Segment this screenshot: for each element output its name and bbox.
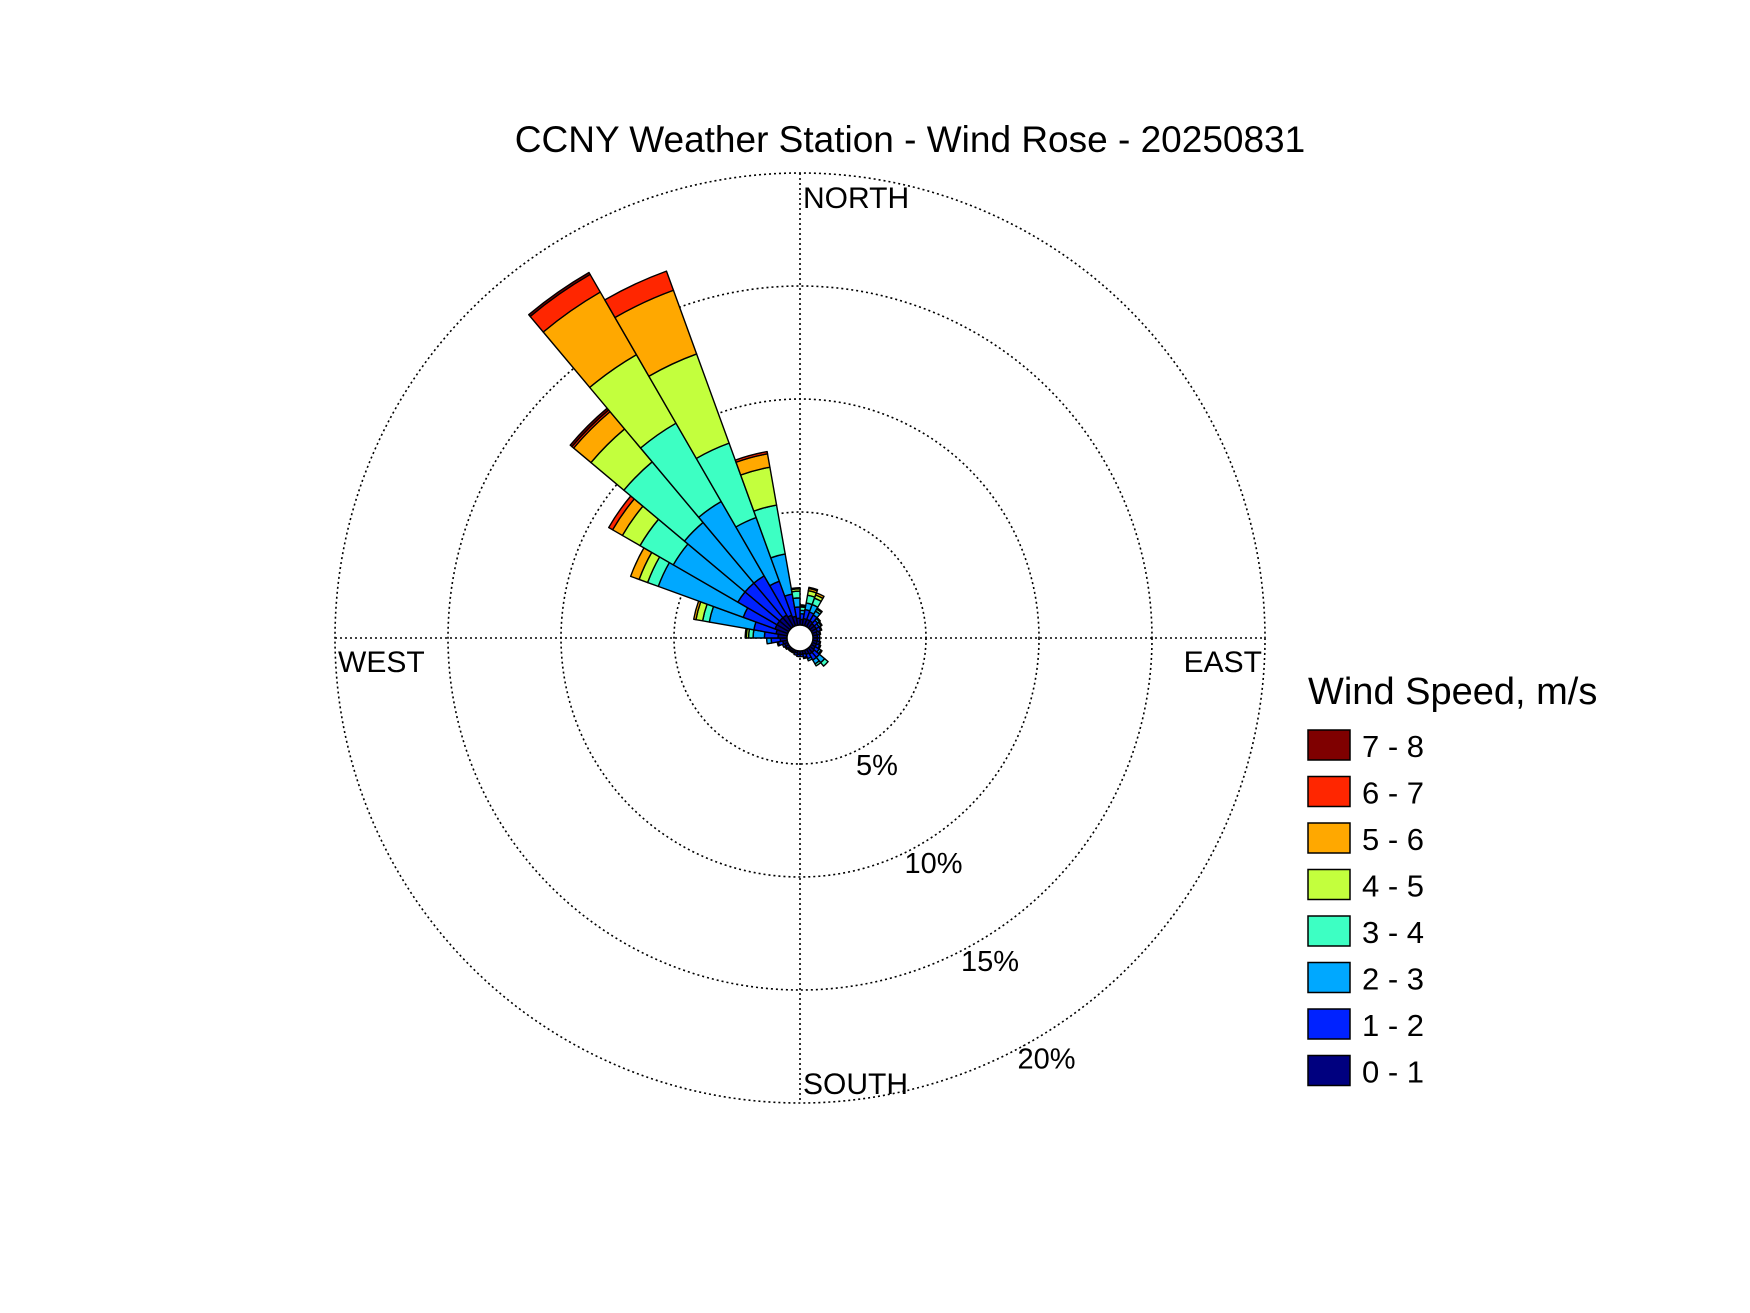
legend-label-2: 2 - 3 xyxy=(1362,962,1424,997)
radial-tick-label: 10% xyxy=(904,848,962,880)
wedge-dir-155-bin-2 xyxy=(806,656,813,662)
radial-tick-label: 20% xyxy=(1017,1044,1075,1076)
wedge-dir-135-bin-3 xyxy=(820,658,829,667)
wedge-dir-345-bin-6 xyxy=(734,450,769,463)
legend-swatch-3 xyxy=(1307,915,1351,947)
north-label: NORTH xyxy=(803,182,909,215)
wedge-dir-55-bin-3 xyxy=(817,620,823,627)
wedge-dir-355-bin-5 xyxy=(790,587,801,591)
legend-swatch-1 xyxy=(1307,1008,1351,1040)
wedge-dir-35-bin-4 xyxy=(815,607,823,614)
legend-label-5: 5 - 6 xyxy=(1362,822,1424,857)
chart-title: CCNY Weather Station - Wind Rose - 20250… xyxy=(515,119,1305,160)
wedge-dir-75-bin-2 xyxy=(817,630,822,636)
legend-label-1: 1 - 2 xyxy=(1362,1008,1424,1043)
wedge-dir-45-bin-3 xyxy=(815,616,822,623)
legend-swatch-0 xyxy=(1307,1054,1351,1087)
wedge-dir-265-bin-1 xyxy=(770,637,782,644)
legend-swatch-7 xyxy=(1307,729,1351,761)
calm-center xyxy=(786,624,814,652)
wedge-dir-335-bin-6 xyxy=(604,270,675,319)
wedge-dir-275-bin-5 xyxy=(744,627,748,639)
wedge-dir-355-bin-0 xyxy=(795,617,801,626)
wedge-dir-65-bin-2 xyxy=(818,625,823,632)
wedge-dir-355-bin-2 xyxy=(792,597,801,609)
legend-label-3: 3 - 4 xyxy=(1362,915,1424,950)
legend-label-7: 7 - 8 xyxy=(1362,729,1424,764)
west-label: WEST xyxy=(338,646,425,679)
wedge-dir-325-bin-7 xyxy=(528,271,591,318)
wedge-dir-265-bin-2 xyxy=(765,637,773,645)
legend-swatch-6 xyxy=(1307,775,1351,808)
legend-title: Wind Speed, m/s xyxy=(1308,671,1597,713)
radial-tick-label: 5% xyxy=(856,750,898,782)
wedge-dir-145-bin-3 xyxy=(814,660,822,667)
wedge-dir-165-bin-2 xyxy=(802,655,808,660)
radial-tick-labels: 5% 10% 15% 20% xyxy=(856,750,1075,1076)
legend-label-6: 6 - 7 xyxy=(1362,776,1424,811)
wedge-dir-5-bin-6 xyxy=(799,604,807,607)
legend: 7 - 8 6 - 7 5 - 6 4 - 5 3 - 4 2 - 3 1 - 2 0 - 1 xyxy=(1307,729,1424,1090)
legend-label-4: 4 - 5 xyxy=(1362,869,1424,904)
wind-rose-wedges xyxy=(528,270,829,667)
legend-label-0: 0 - 1 xyxy=(1362,1055,1424,1090)
wedge-dir-15-bin-6 xyxy=(808,586,819,592)
legend-swatch-4 xyxy=(1307,868,1351,901)
wedge-dir-25-bin-5 xyxy=(814,592,825,600)
east-label: EAST xyxy=(1184,646,1262,679)
radial-tick-label: 15% xyxy=(961,946,1019,978)
south-label: SOUTH xyxy=(803,1068,908,1101)
legend-swatch-5 xyxy=(1307,822,1351,854)
legend-swatch-2 xyxy=(1307,961,1351,994)
